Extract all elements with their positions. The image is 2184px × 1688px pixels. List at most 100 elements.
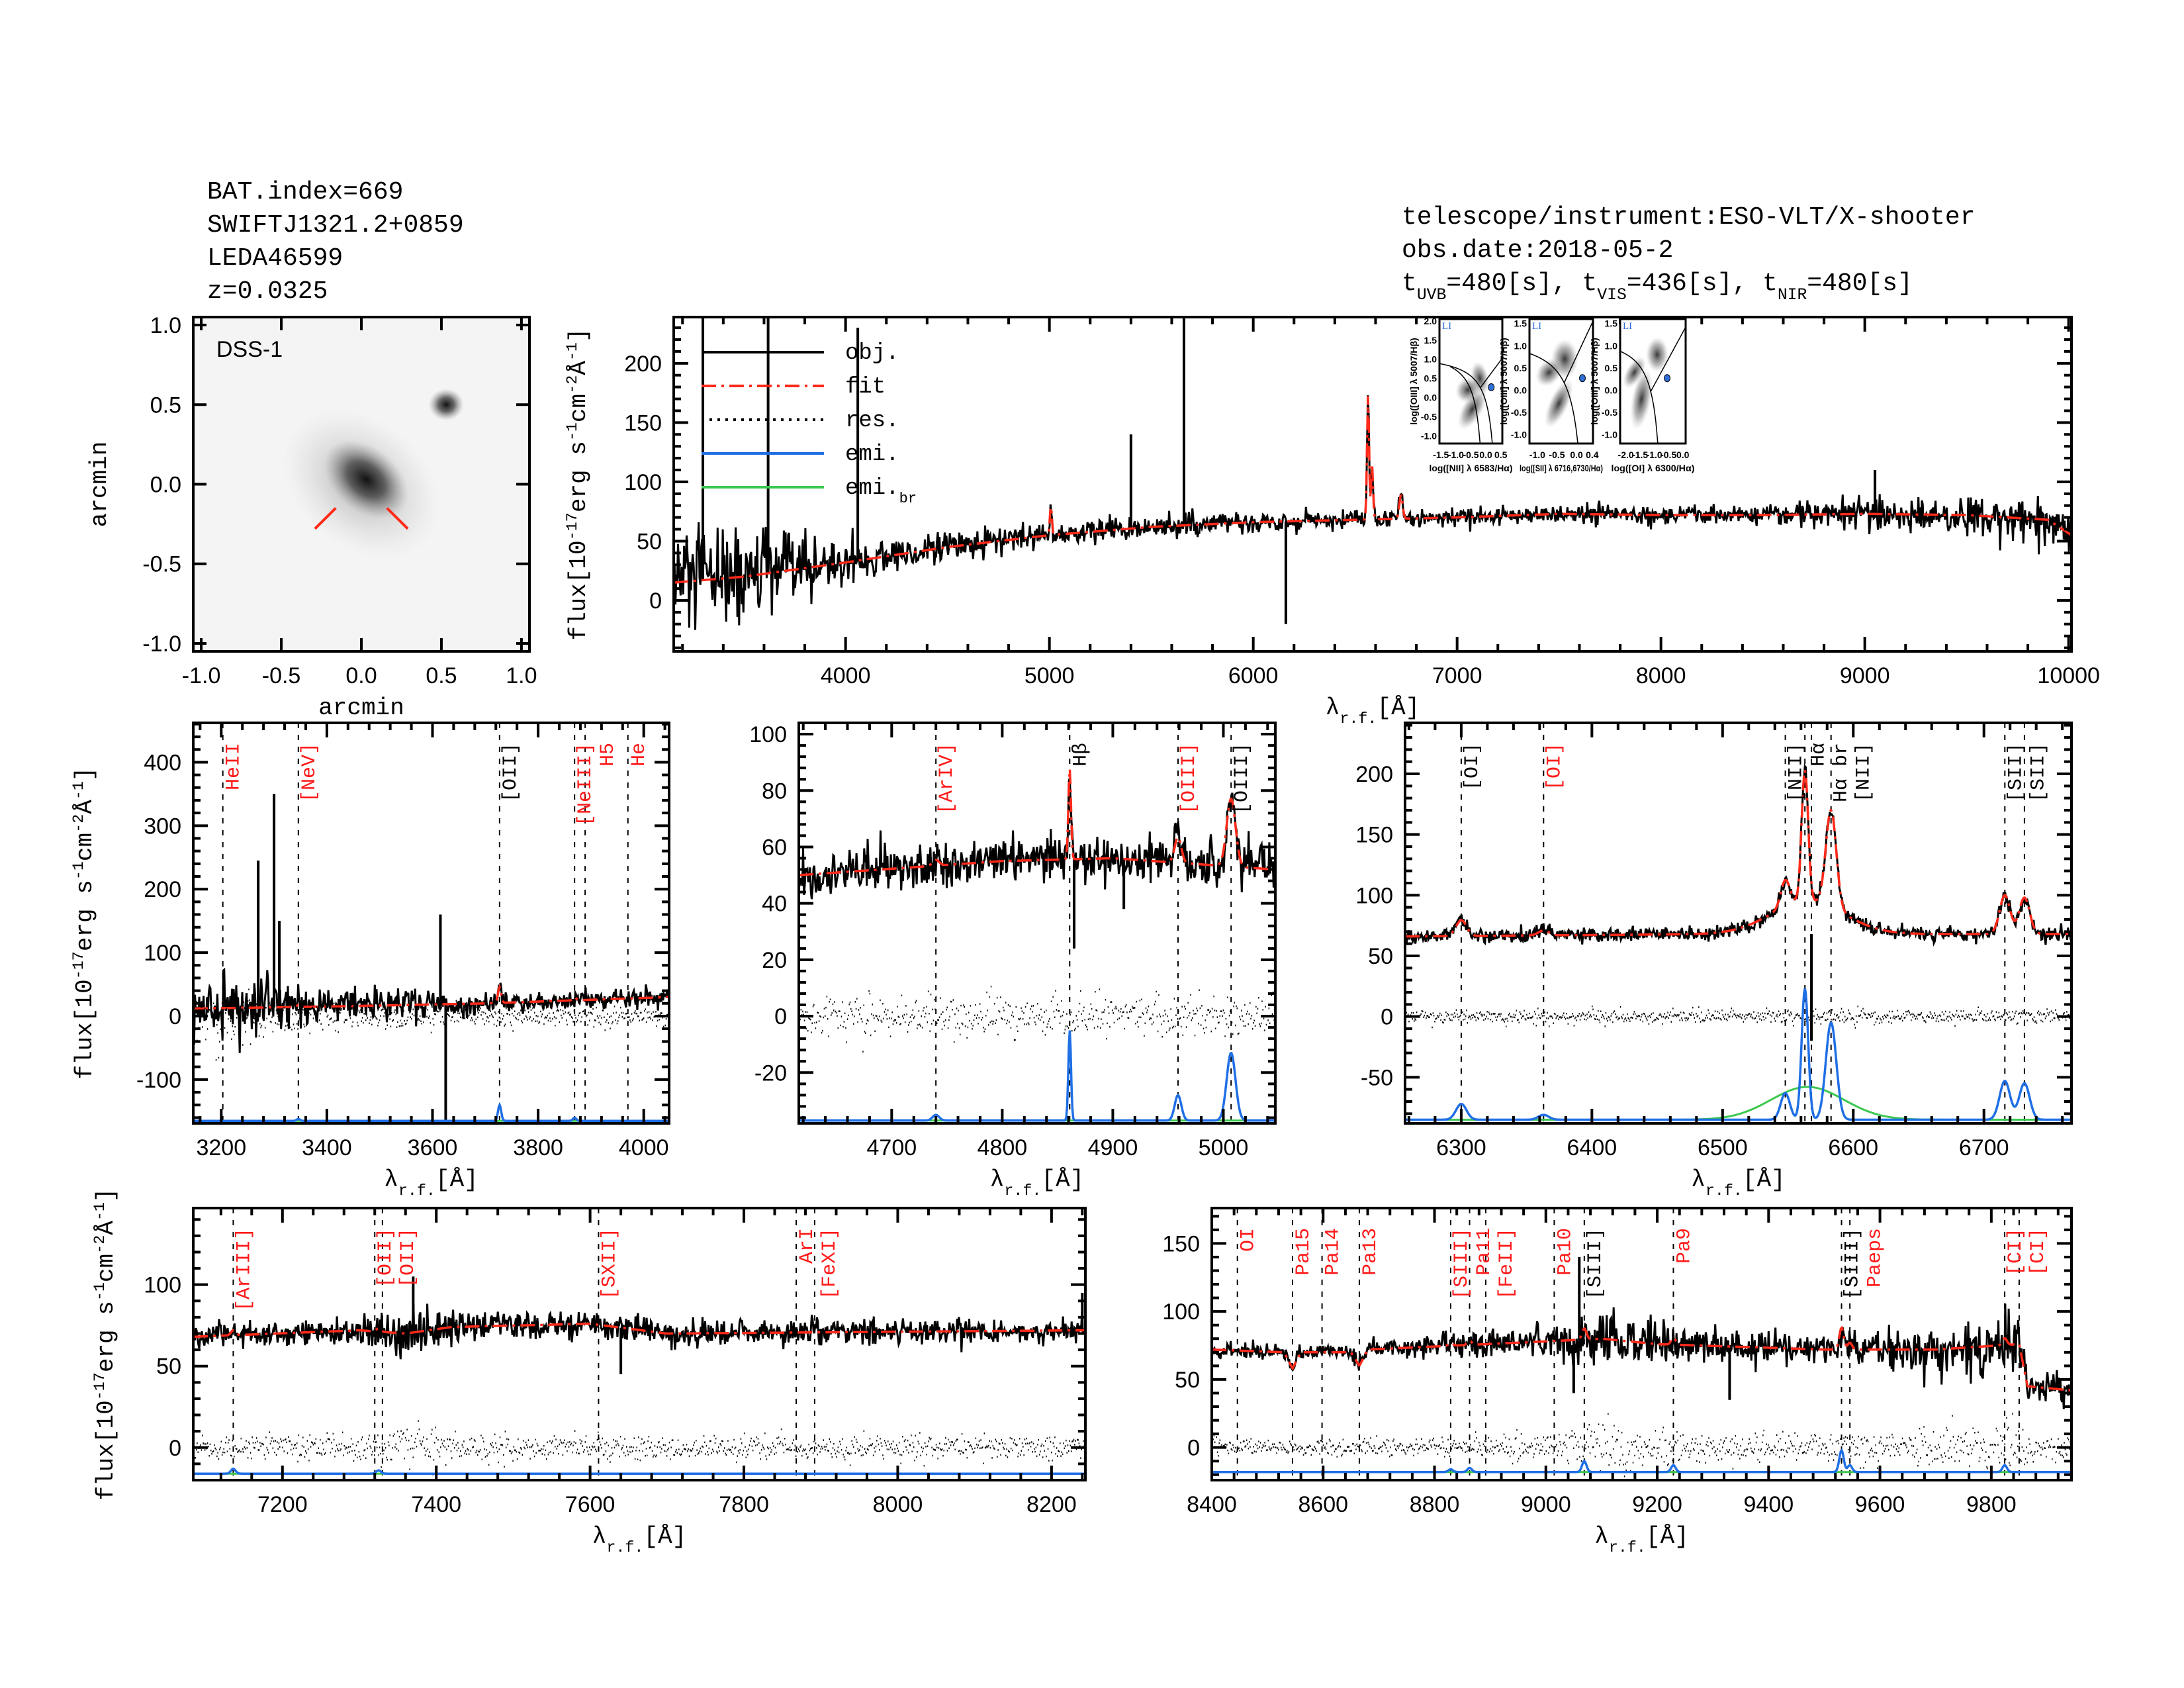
line-label: [CI] <box>2027 1228 2050 1276</box>
label-part: flux[10 <box>93 1400 120 1500</box>
x-axis-label: λr.f.[Å] <box>592 1523 687 1557</box>
inset-y-tick-label: 1.5 <box>1424 335 1437 346</box>
line-label: [OII] <box>500 743 522 802</box>
inset-y-tick-label: 1.0 <box>1514 340 1527 351</box>
inset-x-tick-label: 0.0 <box>1676 449 1690 460</box>
galaxy-density-contour <box>1645 336 1669 373</box>
axis-ticks <box>1405 723 2071 1123</box>
axes-frame <box>672 316 2073 653</box>
inset-x-tick-label: 0.0 <box>1570 449 1583 460</box>
x-tick-label: 7800 <box>719 1492 769 1517</box>
galaxy-density-contour <box>1457 388 1487 430</box>
inset-plot-area <box>1529 320 1593 444</box>
telescope-instrument: telescope/instrument:ESO-VLT/X-shooter <box>1402 203 1976 232</box>
line-label: [FeXI] <box>819 1228 841 1299</box>
axes-frame <box>192 722 670 1125</box>
line-label: [NII] <box>1853 743 1876 802</box>
line-label: [SIII] <box>1842 1228 1864 1299</box>
inset-y-tick-label: 1.5 <box>1605 318 1618 329</box>
y-axis-label: flux[10-17erg s-1cm-2Å-1] <box>71 767 99 1079</box>
y-tick-label: 0.5 <box>150 393 181 418</box>
inset-x-tick-label: -0.5 <box>1661 449 1676 460</box>
line-label: He <box>628 743 651 767</box>
plot-area <box>193 1208 1085 1480</box>
legend-text: res. <box>845 408 899 434</box>
x-axis-label: λr.f.[Å] <box>384 1166 478 1200</box>
inset-x-label: log([OI] λ 6300/Hα) <box>1612 463 1695 473</box>
line-label: Pa9 <box>1674 1228 1696 1264</box>
target-bpt-point <box>1664 374 1671 383</box>
subscript: UVB <box>1417 286 1446 305</box>
target-bpt-point <box>1488 383 1495 391</box>
inset-x-tick-label: -1.5 <box>1433 449 1449 460</box>
y-tick-label: 100 <box>749 722 787 747</box>
galaxy-density-contour <box>1544 379 1574 428</box>
y-tick-label: 0 <box>169 1004 181 1029</box>
plot-area <box>799 723 1275 1123</box>
inset-y-tick-label: 0.0 <box>1514 385 1527 395</box>
label-part: [Å] <box>1041 1166 1084 1194</box>
spectrum-panel-p3: [OI] [OI] [NII] Hα Hα br [NII] [SII] [SII]6300 6… <box>1355 722 2073 1200</box>
target-marker <box>386 507 409 530</box>
plot-area <box>1405 723 2071 1123</box>
fit-spectrum <box>799 769 1275 876</box>
subscript: r.f. <box>1340 711 1377 728</box>
line-label: Pa15 <box>1293 1228 1315 1276</box>
subscript: r.f. <box>398 1183 435 1200</box>
y-tick-label: 50 <box>637 529 662 554</box>
observed-spectrum <box>799 778 1275 900</box>
line-label: [OI] <box>1461 743 1484 790</box>
y-tick-label: 20 <box>762 948 787 973</box>
line-label: [FeII] <box>1496 1228 1518 1299</box>
legend-text: fit <box>845 375 886 400</box>
x-tick-label: 8600 <box>1298 1492 1348 1517</box>
inset-y-tick-label: -0.5 <box>1421 412 1437 422</box>
label-part: [Å] <box>1646 1523 1689 1550</box>
axis-ticks <box>193 722 669 1123</box>
axes-frame <box>192 1207 1087 1481</box>
y-tick-label: -50 <box>1361 1065 1393 1090</box>
inset-frame <box>1528 318 1594 445</box>
narrow-emission-model <box>193 1468 1085 1475</box>
kewley-demarcation <box>1620 350 1659 444</box>
inset-y-tick-label: -0.5 <box>1602 407 1617 418</box>
inset-y-tick-label: 1.5 <box>1514 318 1527 329</box>
axis-ticks <box>193 1208 1085 1481</box>
x-tick-label: 4800 <box>978 1135 1028 1160</box>
superscript: -2 <box>565 375 582 394</box>
inset-y-label: log([OIII] λ 5007/Hβ) <box>1408 338 1419 424</box>
inset-x-tick-label: 0.4 <box>1586 449 1599 460</box>
line-label: Pa10 <box>1554 1228 1576 1276</box>
leda-id: LEDA46599 <box>207 244 343 273</box>
label-part: λ <box>592 1523 607 1550</box>
spectrum-panel-p2: [ArIV] Hβ [OIII] [OIII] 4700 4800 4900 5000 -20 0… <box>749 722 1277 1200</box>
y-axis-label: arcmin <box>86 442 113 528</box>
line-label: Paeps <box>1864 1228 1887 1288</box>
fit-spectrum <box>193 984 669 1010</box>
inset-x-tick-label: 0.5 <box>1494 449 1508 460</box>
y-tick-label: 200 <box>1355 762 1393 787</box>
line-label: [SXII] <box>598 1228 621 1299</box>
x-axis-label: arcmin <box>318 694 404 722</box>
line-label: [ArIV] <box>936 743 958 814</box>
superscript: -17 <box>71 951 88 979</box>
superscript: -1 <box>71 861 88 880</box>
narrow-emission-model <box>1405 988 2071 1121</box>
residual-spectrum <box>1405 1006 2071 1029</box>
seyfert-liner-line <box>1650 326 1686 393</box>
label-part: ] <box>71 767 99 781</box>
superscript: -2 <box>71 814 88 833</box>
spectrum-panel-b1: [ArIII] [OII] [OII] [SXII] ArI [FeXI] 7200 7400… <box>92 1188 1087 1557</box>
label-part: erg s <box>565 441 592 512</box>
x-tick-label: -1.0 <box>182 663 221 688</box>
y-tick-label: 150 <box>1162 1231 1200 1256</box>
y-tick-label: 200 <box>144 877 181 902</box>
inset-y-tick-label: -1.0 <box>1511 430 1527 440</box>
kewley-demarcation <box>1529 353 1578 444</box>
line-label: [ArIII] <box>233 1228 255 1311</box>
y-axis-label: flux[10-17erg s-1cm-2Å-1] <box>92 1188 120 1500</box>
bpt-class-label: LI <box>1442 321 1451 332</box>
observed-spectrum <box>1212 1303 2071 1409</box>
